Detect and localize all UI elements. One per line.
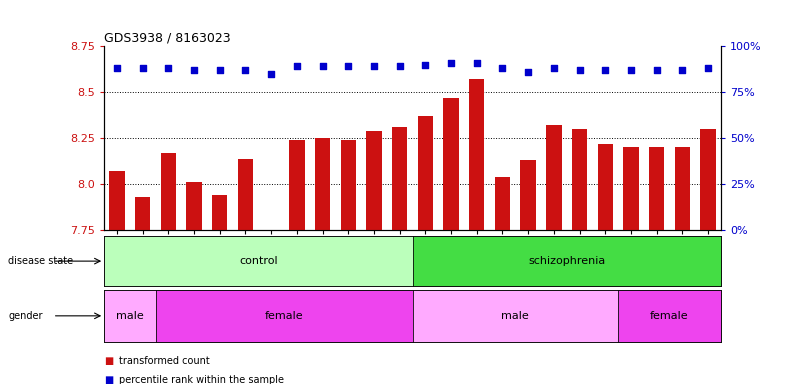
Bar xyxy=(155,290,413,342)
Point xyxy=(676,67,689,73)
Point xyxy=(393,63,406,70)
Bar xyxy=(413,236,721,286)
Point xyxy=(213,67,226,73)
Bar xyxy=(104,290,155,342)
Bar xyxy=(618,290,721,342)
Point xyxy=(445,60,457,66)
Point xyxy=(625,67,638,73)
Bar xyxy=(340,140,356,230)
Point xyxy=(599,67,612,73)
Bar xyxy=(366,131,381,230)
Point xyxy=(316,63,329,70)
Bar xyxy=(495,177,510,230)
Bar xyxy=(623,147,638,230)
Text: control: control xyxy=(239,256,278,266)
Bar xyxy=(187,182,202,230)
Bar xyxy=(315,138,330,230)
Bar xyxy=(392,127,408,230)
Bar xyxy=(598,144,613,230)
Point xyxy=(265,71,278,77)
Point xyxy=(470,60,483,66)
Text: schizophrenia: schizophrenia xyxy=(528,256,606,266)
Bar xyxy=(109,171,125,230)
Bar xyxy=(212,195,227,230)
Point xyxy=(547,65,560,71)
Point xyxy=(162,65,175,71)
Bar xyxy=(469,79,485,230)
Bar xyxy=(521,161,536,230)
Text: transformed count: transformed count xyxy=(119,356,209,366)
Text: GDS3938 / 8163023: GDS3938 / 8163023 xyxy=(104,32,231,45)
Bar xyxy=(443,98,459,230)
Point xyxy=(291,63,304,70)
Point xyxy=(136,65,149,71)
Bar xyxy=(413,290,618,342)
Text: ■: ■ xyxy=(104,375,114,384)
Bar xyxy=(572,129,587,230)
Point xyxy=(419,61,432,68)
Point xyxy=(111,65,123,71)
Bar xyxy=(289,140,304,230)
Text: female: female xyxy=(264,311,304,321)
Point xyxy=(342,63,355,70)
Text: male: male xyxy=(501,311,529,321)
Point xyxy=(368,63,380,70)
Point xyxy=(496,65,509,71)
Bar xyxy=(674,147,690,230)
Bar xyxy=(700,129,716,230)
Text: male: male xyxy=(116,311,143,321)
Text: percentile rank within the sample: percentile rank within the sample xyxy=(119,375,284,384)
Point xyxy=(239,67,252,73)
Point xyxy=(574,67,586,73)
Bar xyxy=(546,125,562,230)
Bar xyxy=(417,116,433,230)
Point xyxy=(650,67,663,73)
Point xyxy=(187,67,200,73)
Bar xyxy=(135,197,151,230)
Text: ■: ■ xyxy=(104,356,114,366)
Text: disease state: disease state xyxy=(8,256,73,266)
Bar xyxy=(161,153,176,230)
Text: gender: gender xyxy=(8,311,42,321)
Point xyxy=(521,69,534,75)
Bar xyxy=(649,147,664,230)
Bar xyxy=(104,236,413,286)
Point xyxy=(702,65,714,71)
Text: female: female xyxy=(650,311,689,321)
Bar xyxy=(238,159,253,230)
